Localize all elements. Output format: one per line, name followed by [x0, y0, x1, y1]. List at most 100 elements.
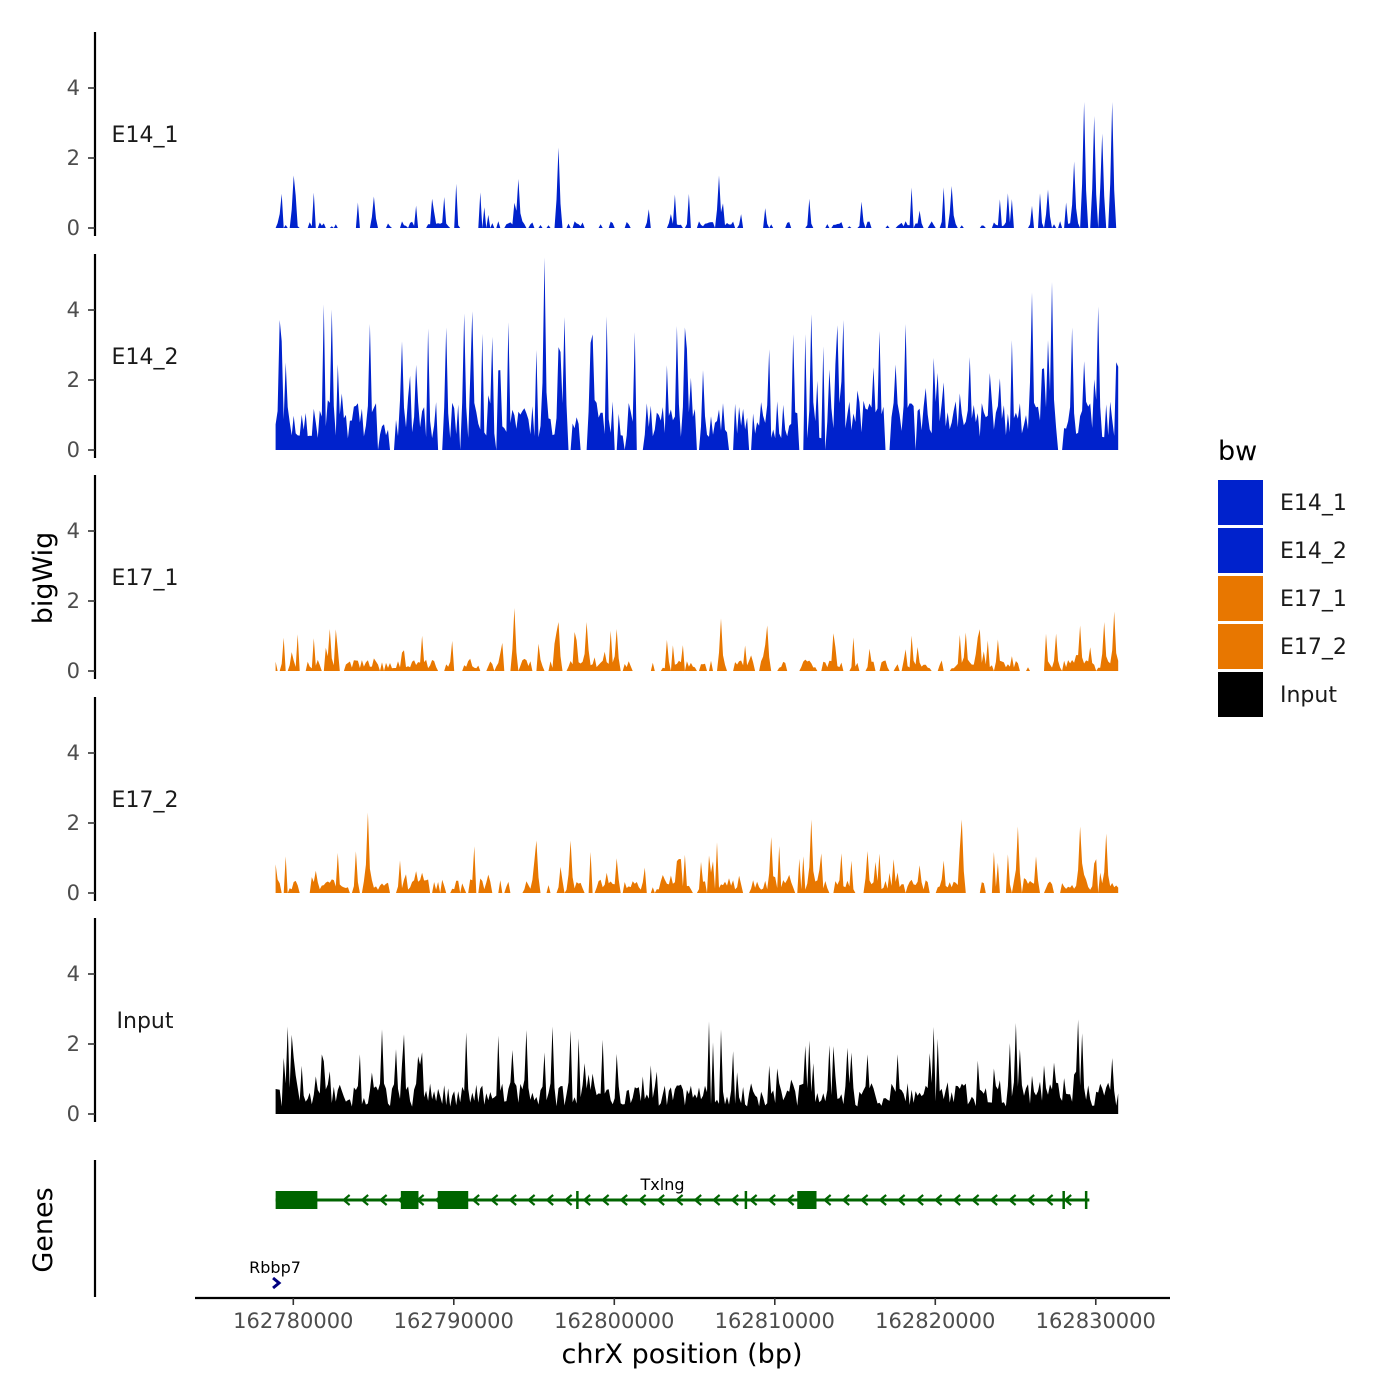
legend-item-E14_1: E14_1 — [1218, 480, 1347, 525]
gene-Rbbp7: Rbbp7 — [249, 1258, 301, 1290]
strand-arrow — [1026, 1194, 1035, 1206]
coverage-area-E17_1 — [275, 608, 1119, 671]
gene-Txlng: Txlng — [275, 1175, 1090, 1209]
track-Input: 0 2 4 Input — [67, 918, 1119, 1126]
legend-swatch — [1218, 624, 1263, 669]
strand-arrow — [989, 1194, 998, 1206]
track-E14_2: 0 2 4 E14_2 — [67, 254, 1119, 462]
gene-label: Txlng — [640, 1175, 685, 1194]
coverage-area-E14_2 — [275, 257, 1119, 450]
strand-arrow — [471, 1194, 480, 1206]
y-tick-label: 4 — [67, 519, 80, 543]
strand-arrow — [619, 1194, 628, 1206]
legend-swatch — [1218, 480, 1263, 525]
x-tick-label: 162780000 — [233, 1309, 353, 1333]
gene-label: Rbbp7 — [249, 1258, 301, 1277]
genes-axis-title: Genes — [28, 1187, 59, 1272]
strand-arrow — [915, 1194, 924, 1206]
strand-arrow — [582, 1194, 591, 1206]
strand-arrow — [767, 1194, 776, 1206]
legend-swatch — [1218, 576, 1263, 621]
legend-label: E17_1 — [1280, 587, 1347, 612]
y-tick-label: 0 — [67, 216, 80, 240]
track-label: E17_2 — [112, 788, 179, 813]
track-label: E17_1 — [112, 566, 179, 591]
legend-swatch — [1218, 528, 1263, 573]
y-axis-title: bigWig — [28, 532, 59, 625]
strand-arrow — [785, 1194, 795, 1206]
coverage-area-Input — [275, 1019, 1119, 1114]
strand-arrow — [841, 1194, 850, 1206]
strand-arrow — [656, 1194, 665, 1206]
y-tick-label: 4 — [67, 741, 80, 765]
track-E17_1: 0 2 4 E17_1 — [67, 475, 1119, 683]
strand-arrow — [896, 1194, 906, 1206]
strand-arrow — [563, 1194, 573, 1206]
legend-title: bw — [1218, 436, 1257, 467]
track-E14_1: 0 2 4 E14_1 — [67, 32, 1119, 240]
strand-arrow — [378, 1194, 388, 1206]
legend-label: E14_2 — [1280, 539, 1347, 564]
strand-arrow — [730, 1194, 739, 1206]
gene-exon — [797, 1191, 817, 1209]
gene-exon — [275, 1191, 318, 1209]
x-tick-label: 162820000 — [875, 1309, 995, 1333]
y-tick-label: 2 — [67, 589, 80, 613]
strand-arrow — [526, 1194, 536, 1206]
legend-label: Input — [1280, 683, 1337, 708]
legend-item-E14_2: E14_2 — [1218, 528, 1347, 573]
y-tick-label: 2 — [67, 811, 80, 835]
strand-arrow — [674, 1194, 684, 1206]
y-tick-label: 2 — [67, 368, 80, 392]
y-tick-label: 0 — [67, 1102, 80, 1126]
strand-arrow — [933, 1194, 943, 1206]
y-tick-label: 4 — [67, 962, 80, 986]
legend-item-E17_1: E17_1 — [1218, 576, 1347, 621]
strand-arrow — [1007, 1194, 1017, 1206]
strand-arrow — [508, 1194, 517, 1206]
strand-arrow — [1044, 1194, 1054, 1206]
y-tick-label: 0 — [67, 438, 80, 462]
x-tick-label: 162810000 — [715, 1309, 835, 1333]
x-axis-title: chrX position (bp) — [561, 1339, 802, 1370]
coverage-area-E17_2 — [275, 812, 1119, 893]
strand-arrow — [489, 1194, 499, 1206]
strand-arrow — [748, 1194, 758, 1206]
strand-arrow — [970, 1194, 980, 1206]
strand-arrow — [711, 1194, 721, 1206]
strand-arrow — [272, 1276, 282, 1290]
gene-exon — [437, 1191, 469, 1209]
strand-arrow — [600, 1194, 610, 1206]
genes-panel: Txlng Rbbp7 — [93, 1160, 1090, 1297]
strand-arrow — [1063, 1194, 1072, 1206]
strand-arrow — [822, 1194, 832, 1206]
strand-arrow — [545, 1194, 554, 1206]
track-E17_2: 0 2 4 E17_2 — [67, 697, 1119, 905]
strand-arrow — [341, 1194, 351, 1206]
coverage-tracks: 0 2 4 E14_1 0 2 4 E14_2 0 2 4 E17_1 0 2 4 E17_2 0 2 4 Input — [67, 32, 1119, 1126]
y-tick-label: 0 — [67, 659, 80, 683]
legend-items: E14_1 E14_2 E17_1 E17_2 Input — [1218, 480, 1347, 717]
track-label: E14_2 — [112, 345, 179, 370]
strand-arrow — [637, 1194, 647, 1206]
coverage-area-E14_1 — [275, 102, 1119, 228]
x-tick-label: 162800000 — [554, 1309, 674, 1333]
strand-arrow — [878, 1194, 887, 1206]
x-axis: 162780000 162790000 162800000 162810000 1628… — [195, 1296, 1170, 1333]
y-tick-label: 0 — [67, 881, 80, 905]
y-tick-label: 4 — [67, 76, 80, 100]
legend-label: E17_2 — [1280, 635, 1347, 660]
y-tick-label: 2 — [67, 1032, 80, 1056]
x-tick-label: 162790000 — [394, 1309, 514, 1333]
strand-arrow — [859, 1194, 869, 1206]
legend: bw E14_1 E14_2 E17_1 E17_2 Input — [1218, 436, 1347, 717]
legend-item-E17_2: E17_2 — [1218, 624, 1347, 669]
strand-arrow — [693, 1194, 702, 1206]
legend-item-Input: Input — [1218, 672, 1337, 717]
track-label: Input — [117, 1009, 174, 1034]
x-tick-label: 162830000 — [1036, 1309, 1156, 1333]
track-label: E14_1 — [112, 123, 179, 148]
legend-swatch — [1218, 672, 1263, 717]
y-tick-label: 4 — [67, 298, 80, 322]
